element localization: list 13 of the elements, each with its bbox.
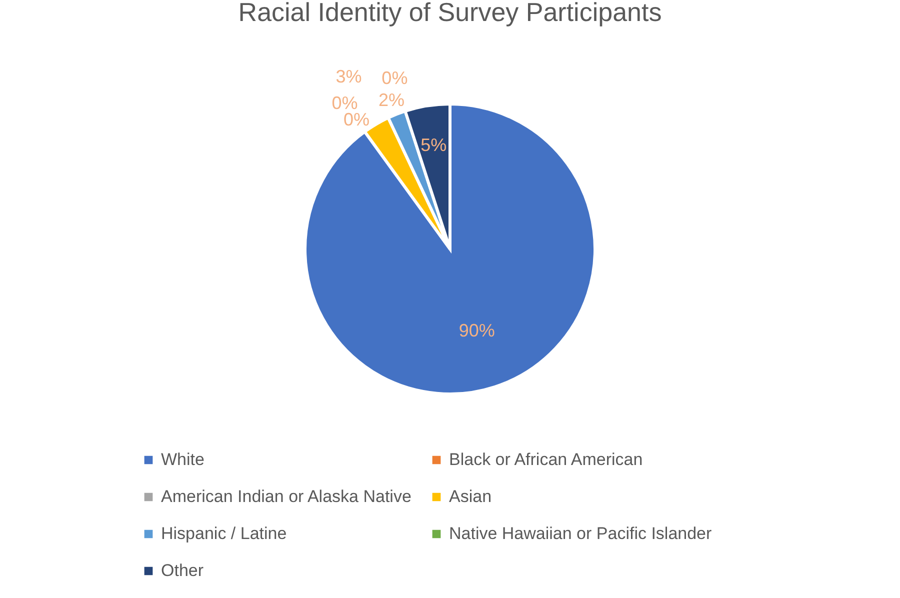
data-label: 3%	[336, 66, 362, 87]
text: 0%	[382, 68, 408, 88]
legend-label: White	[161, 450, 204, 469]
legend-label: Black or African American	[449, 450, 643, 469]
data-label: 5%	[420, 134, 447, 155]
legend-label: Other	[161, 561, 204, 580]
legend-label: Hispanic / Latine	[161, 524, 287, 543]
data-label: 2%	[378, 90, 404, 110]
legend-label: American Indian or Alaska Native	[161, 487, 412, 506]
legend-label: Native Hawaiian or Pacific Islander	[449, 524, 712, 543]
data-label: 90%	[458, 320, 495, 341]
chart-title: Racial Identity of Survey Participants	[238, 0, 662, 27]
legend-label: Asian	[449, 487, 492, 506]
